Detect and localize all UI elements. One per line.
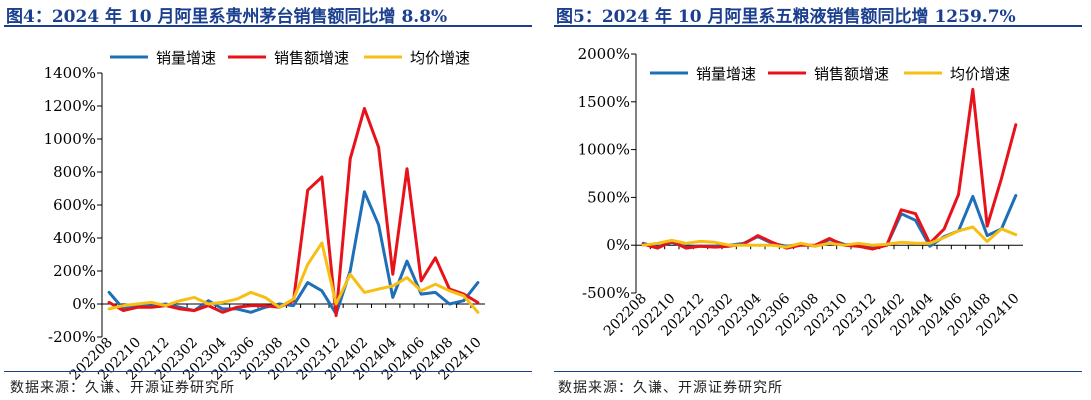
y-tick-label: 1500% [578, 93, 630, 111]
legend-label: 销售额增速 [274, 49, 349, 67]
legend-label: 销售额增速 [814, 65, 889, 83]
series-line-3 [107, 241, 480, 314]
series-line-2 [641, 87, 1018, 251]
y-tick-label: 200% [53, 262, 96, 280]
figure-4-source: 数据来源：久谦、开源证券研究所 [10, 380, 235, 396]
figure-5-caption: 图5：2024 年 10 月阿里系五粮液销售额同比增 1259.7% [556, 7, 1016, 27]
y-tick-label: 800% [53, 163, 96, 181]
y-tick-label: 400% [53, 229, 96, 247]
y-tick-label: 1000% [578, 141, 630, 159]
chart-wuliangye: -500%0%500%1000%1500%2000%20220820221020… [578, 45, 1023, 340]
y-tick-label: 1400% [44, 64, 96, 82]
legend-label: 均价增速 [950, 65, 1010, 83]
caption-rule-right [554, 25, 1082, 27]
y-tick-label: 600% [53, 196, 96, 214]
y-tick-label: 2000% [578, 45, 630, 63]
y-tick-label: 1200% [44, 97, 96, 115]
y-tick-label: 0% [606, 236, 630, 254]
chart-moutai: -200%0%200%400%600%800%1000%1200%1400%20… [44, 49, 485, 384]
legend-label: 销量增速 [156, 49, 216, 67]
y-tick-label: 0% [72, 295, 96, 313]
figure-4-caption: 图4：2024 年 10 月阿里系贵州茅台销售额同比增 8.8% [6, 7, 448, 27]
legend-label: 均价增速 [410, 49, 470, 67]
figure-5-source: 数据来源：久谦、开源证券研究所 [558, 380, 783, 396]
series-line-2 [107, 107, 480, 318]
y-tick-label: -200% [48, 328, 96, 346]
y-tick-label: -500% [582, 284, 630, 302]
source-rule-right [554, 371, 1082, 372]
caption-rule-left [4, 25, 532, 27]
series-line-3 [641, 225, 1018, 249]
source-rule-left [4, 371, 532, 372]
y-tick-label: 1000% [44, 130, 96, 148]
legend-label: 销量增速 [696, 65, 756, 83]
y-tick-label: 500% [587, 188, 630, 206]
